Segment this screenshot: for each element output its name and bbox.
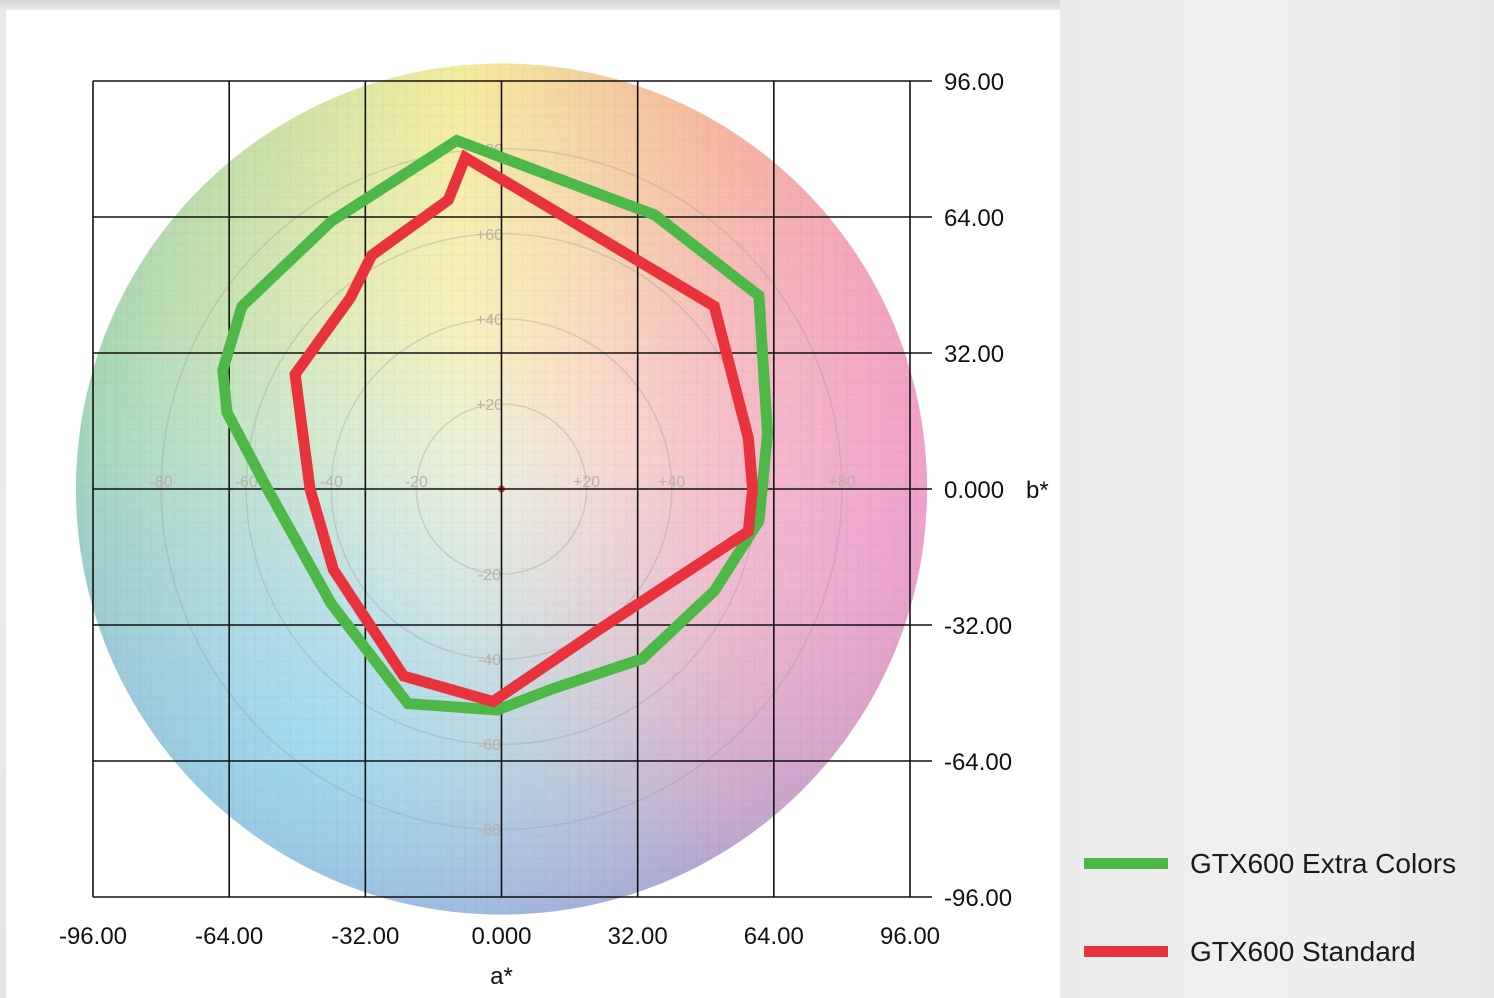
wheel-label: -80 bbox=[478, 822, 501, 839]
wheel-label: +40 bbox=[476, 312, 503, 329]
wheel-label: -40 bbox=[320, 474, 343, 491]
y-tick-label: 32.00 bbox=[944, 341, 1004, 368]
wheel-label: +60 bbox=[476, 227, 503, 244]
legend-label-extra-colors: GTX600 Extra Colors bbox=[1190, 848, 1457, 879]
wheel-label: -80 bbox=[150, 474, 173, 491]
x-tick-label: 96.00 bbox=[880, 923, 940, 950]
gamut-series bbox=[217, 134, 774, 716]
legend-swatch-standard bbox=[1084, 946, 1168, 957]
y-tick-label: -64.00 bbox=[944, 749, 1012, 776]
legend-item-standard: GTX600 Standard bbox=[1084, 932, 1494, 972]
y-tick-label: 64.00 bbox=[944, 205, 1004, 232]
wheel-label: -20 bbox=[478, 567, 501, 584]
y-tick-label: -32.00 bbox=[944, 613, 1012, 640]
x-axis-ticks: -96.00 -64.00 -32.00 0.000 32.00 64.00 96.00 bbox=[59, 923, 940, 950]
wheel-label: -40 bbox=[478, 652, 501, 669]
x-tick-label: 32.00 bbox=[608, 923, 668, 950]
wheel-label: +80 bbox=[828, 474, 855, 491]
y-tick-label: 0.000 bbox=[944, 477, 1004, 504]
plot-grid bbox=[92, 80, 932, 898]
wheel-label: +20 bbox=[476, 397, 503, 414]
legend-label-standard: GTX600 Standard bbox=[1190, 936, 1416, 967]
x-tick-label: -64.00 bbox=[195, 923, 263, 950]
series-line-1 bbox=[289, 149, 759, 708]
x-axis-label: a* bbox=[490, 963, 513, 990]
y-tick-label: 96.00 bbox=[944, 69, 1004, 96]
right-background bbox=[1060, 0, 1494, 998]
wheel-label: +20 bbox=[573, 474, 600, 491]
x-tick-label: 64.00 bbox=[744, 923, 804, 950]
legend-swatch-extra-colors bbox=[1084, 858, 1168, 869]
x-tick-label: -32.00 bbox=[331, 923, 399, 950]
y-tick-label: -96.00 bbox=[944, 885, 1012, 912]
x-tick-label: 0.000 bbox=[471, 923, 531, 950]
legend-item-extra-colors: GTX600 Extra Colors bbox=[1084, 844, 1494, 884]
x-tick-label: -96.00 bbox=[59, 923, 127, 950]
y-axis-label: b* bbox=[1026, 477, 1049, 504]
y-axis-ticks: 96.00 64.00 32.00 0.000 -32.00 -64.00 -96.00 bbox=[944, 69, 1012, 912]
wheel-label: -20 bbox=[405, 474, 428, 491]
wheel-label: -60 bbox=[478, 737, 501, 754]
wheel-label: -60 bbox=[235, 474, 258, 491]
wheel-label: +40 bbox=[658, 474, 685, 491]
series-line-0 bbox=[217, 134, 774, 716]
